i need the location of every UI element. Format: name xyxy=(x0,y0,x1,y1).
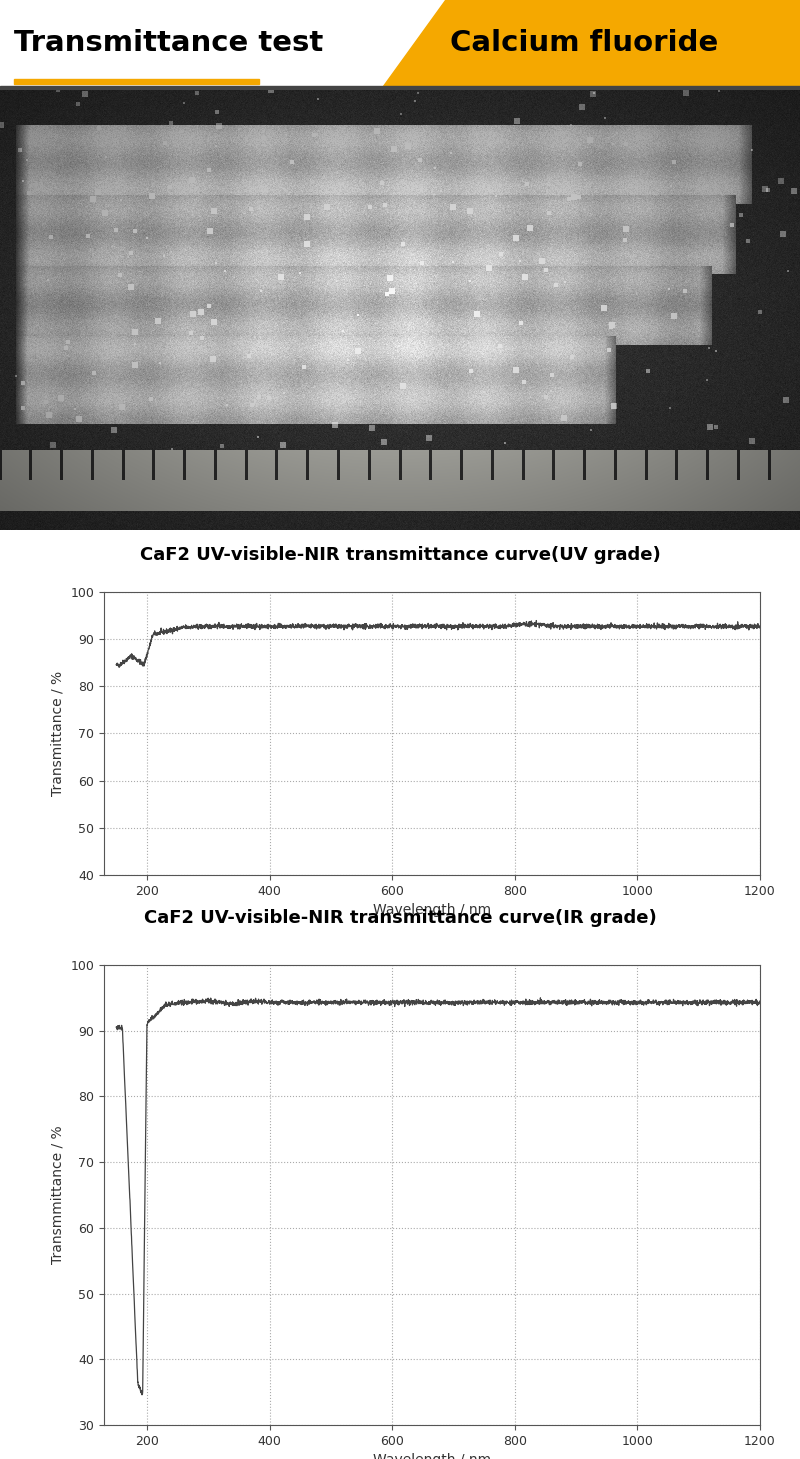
Polygon shape xyxy=(380,0,800,90)
Text: CaF2 UV-visible-NIR transmittance curve(UV grade): CaF2 UV-visible-NIR transmittance curve(… xyxy=(140,546,660,565)
X-axis label: Wavelength / nm: Wavelength / nm xyxy=(373,903,491,918)
Bar xyxy=(0,86,800,90)
Text: Calcium fluoride: Calcium fluoride xyxy=(450,29,718,57)
Bar xyxy=(14,79,259,85)
Text: Transmittance test: Transmittance test xyxy=(14,29,323,57)
Y-axis label: Transmittance / %: Transmittance / % xyxy=(51,671,65,797)
X-axis label: Wavelength / nm: Wavelength / nm xyxy=(373,1453,491,1459)
Y-axis label: Transmmittance / %: Transmmittance / % xyxy=(51,1126,65,1265)
Text: CaF2 UV-visible-NIR transmittance curve(IR grade): CaF2 UV-visible-NIR transmittance curve(… xyxy=(144,909,656,926)
